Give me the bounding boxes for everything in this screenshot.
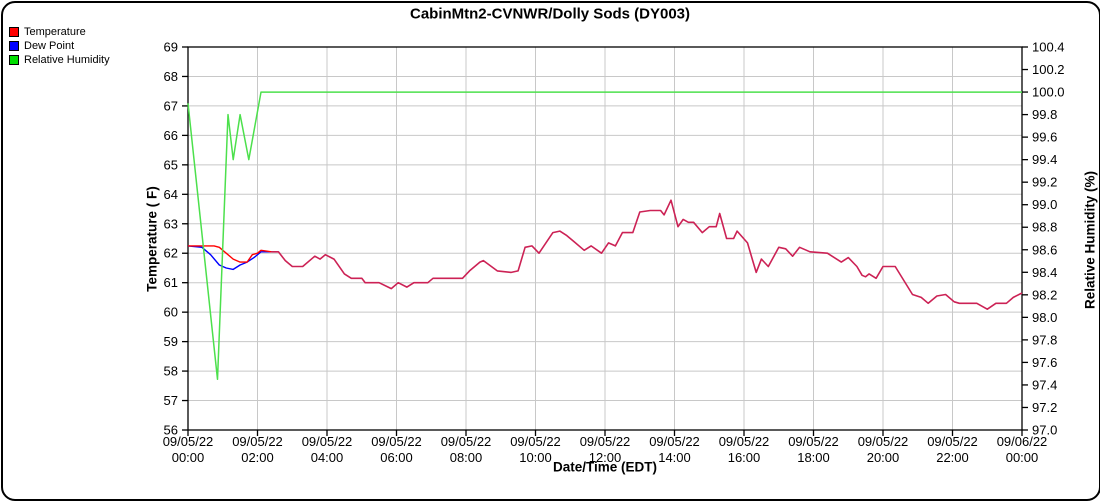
y-tick-label-right: 98.6 (1032, 242, 1057, 257)
x-tick-label-time: 06:00 (380, 450, 413, 465)
x-tick-label-time: 04:00 (311, 450, 344, 465)
y-tick-label-right: 99.8 (1032, 107, 1057, 122)
legend-item-relative-humidity: Relative Humidity (9, 53, 110, 67)
x-axis-title: Date/Time (EDT) (552, 459, 658, 475)
x-tick-label-time: 18:00 (797, 450, 830, 465)
y-tick-label-right: 98.4 (1032, 265, 1057, 280)
dew-point-swatch-icon (9, 41, 19, 51)
page-title: CabinMtn2-CVNWR/Dolly Sods (DY003) (409, 5, 691, 23)
x-tick-label-date: 09/05/22 (580, 434, 631, 449)
x-tick-label-date: 09/05/22 (232, 434, 283, 449)
x-tick-label-date: 09/06/22 (997, 434, 1048, 449)
dew-point-line (187, 245, 272, 271)
relative-humidity-line (187, 91, 1022, 381)
y-tick-label-left: 61 (164, 275, 178, 290)
y-tick-label-right: 100.2 (1032, 62, 1065, 77)
y-tick-label-right: 100.0 (1032, 85, 1065, 100)
x-tick-label-time: 12:00 (589, 450, 622, 465)
y-tick-label-right: 98.0 (1032, 310, 1057, 325)
chart-legend: Temperature Dew Point Relative Humidity (9, 25, 110, 67)
y-tick-label-right: 97.6 (1032, 355, 1057, 370)
y-tick-label-left: 64 (164, 187, 178, 202)
legend-item-temperature: Temperature (9, 25, 110, 39)
y-tick-label-left: 57 (164, 393, 178, 408)
legend-label-relative-humidity: Relative Humidity (24, 54, 110, 66)
x-tick-label-date: 09/05/22 (441, 434, 492, 449)
x-tick-label-date: 09/05/22 (927, 434, 978, 449)
x-tick-label-time: 22:00 (936, 450, 969, 465)
legend-label-temperature: Temperature (24, 26, 86, 38)
y-tick-label-right: 100.4 (1032, 40, 1065, 55)
x-tick-label-time: 16:00 (728, 450, 761, 465)
relative-humidity-swatch-icon (9, 55, 19, 65)
y-tick-label-right: 99.6 (1032, 130, 1057, 145)
y-tick-label-left: 65 (164, 157, 178, 172)
y-tick-label-right: 98.8 (1032, 220, 1057, 235)
y-tick-label-left: 59 (164, 334, 178, 349)
y-tick-label-right: 99.0 (1032, 197, 1057, 212)
y-tick-label-left: 60 (164, 305, 178, 320)
x-tick-label-date: 09/05/22 (371, 434, 422, 449)
x-tick-label-date: 09/05/22 (302, 434, 353, 449)
temperature-swatch-icon (9, 27, 19, 37)
y-tick-label-left: 69 (164, 40, 178, 55)
y-tick-label-left: 56 (164, 423, 178, 438)
legend-item-dew-point: Dew Point (9, 39, 110, 53)
x-tick-label-date: 09/05/22 (858, 434, 909, 449)
y-tick-label-right: 97.0 (1032, 423, 1057, 438)
y-tick-label-left: 66 (164, 128, 178, 143)
y-tick-label-right: 97.4 (1032, 377, 1057, 392)
x-tick-label-time: 08:00 (450, 450, 483, 465)
x-tick-label-date: 09/05/22 (510, 434, 561, 449)
y-tick-label-right: 97.2 (1032, 400, 1057, 415)
x-tick-label-date: 09/05/22 (649, 434, 700, 449)
temperature-dew-overlap-line (271, 199, 1023, 311)
y-tick-label-right: 98.2 (1032, 287, 1057, 302)
legend-label-dew-point: Dew Point (24, 40, 75, 52)
x-tick-label-time: 02:00 (241, 450, 274, 465)
x-tick-label-time: 10:00 (519, 450, 552, 465)
x-tick-label-time: 00:00 (1006, 450, 1039, 465)
x-tick-label-date: 09/05/22 (788, 434, 839, 449)
y-tick-label-right: 97.8 (1032, 332, 1057, 347)
x-tick-label-time: 00:00 (172, 450, 205, 465)
x-tick-label-date: 09/05/22 (163, 434, 214, 449)
y-tick-label-left: 68 (164, 69, 178, 84)
y-tick-label-left: 63 (164, 216, 178, 231)
y-tick-label-left: 62 (164, 246, 178, 261)
x-tick-label-date: 09/05/22 (719, 434, 770, 449)
y-tick-label-left: 58 (164, 364, 178, 379)
y-tick-label-left: 67 (164, 98, 178, 113)
temperature-line (188, 245, 272, 263)
x-tick-label-time: 20:00 (867, 450, 900, 465)
y-tick-label-right: 99.2 (1032, 175, 1057, 190)
x-tick-label-time: 14:00 (658, 450, 691, 465)
y-tick-label-right: 99.4 (1032, 152, 1057, 167)
